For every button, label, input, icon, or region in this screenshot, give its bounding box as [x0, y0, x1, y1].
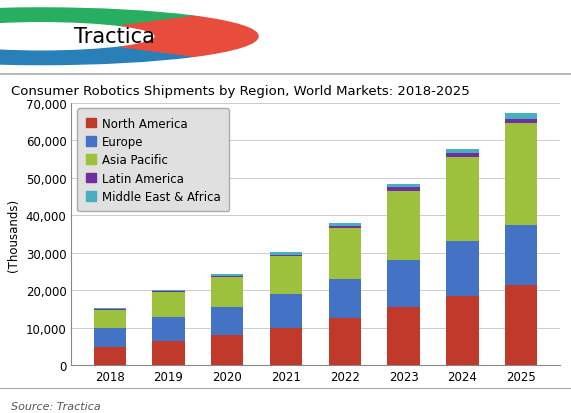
- Y-axis label: (Thousands): (Thousands): [7, 198, 20, 271]
- Bar: [211, 335, 243, 366]
- Bar: [388, 191, 420, 261]
- Bar: [211, 274, 243, 276]
- Bar: [447, 242, 478, 296]
- Bar: [270, 253, 302, 255]
- Bar: [270, 257, 302, 294]
- Bar: [211, 276, 243, 278]
- Legend: North America, Europe, Asia Pacific, Latin America, Middle East & Africa: North America, Europe, Asia Pacific, Lat…: [77, 109, 229, 212]
- Bar: [270, 328, 302, 366]
- Bar: [94, 310, 126, 328]
- Bar: [152, 341, 184, 366]
- Bar: [329, 319, 361, 366]
- Bar: [447, 154, 478, 158]
- Bar: [505, 114, 537, 119]
- Bar: [329, 229, 361, 279]
- Bar: [211, 307, 243, 335]
- Bar: [329, 279, 361, 319]
- Bar: [505, 285, 537, 366]
- Bar: [152, 291, 184, 292]
- Wedge shape: [0, 47, 195, 65]
- Bar: [94, 347, 126, 366]
- Wedge shape: [0, 9, 195, 27]
- Bar: [388, 261, 420, 307]
- Text: Consumer Robotics Shipments by Region, World Markets: 2018-2025: Consumer Robotics Shipments by Region, W…: [11, 85, 470, 97]
- Bar: [505, 225, 537, 285]
- Bar: [94, 328, 126, 347]
- Bar: [505, 124, 537, 225]
- Bar: [94, 309, 126, 310]
- Bar: [211, 278, 243, 307]
- Bar: [270, 294, 302, 328]
- Bar: [329, 223, 361, 226]
- Bar: [329, 226, 361, 229]
- Bar: [152, 290, 184, 291]
- Bar: [152, 292, 184, 317]
- Bar: [505, 119, 537, 124]
- Bar: [388, 188, 420, 191]
- Text: Tractica: Tractica: [74, 27, 155, 47]
- Bar: [447, 158, 478, 242]
- Bar: [447, 296, 478, 366]
- Text: Source: Tractica: Source: Tractica: [11, 401, 101, 411]
- Wedge shape: [122, 17, 258, 57]
- Bar: [270, 255, 302, 257]
- Bar: [152, 317, 184, 341]
- Bar: [94, 308, 126, 309]
- Bar: [388, 307, 420, 366]
- Bar: [447, 150, 478, 154]
- Bar: [388, 184, 420, 188]
